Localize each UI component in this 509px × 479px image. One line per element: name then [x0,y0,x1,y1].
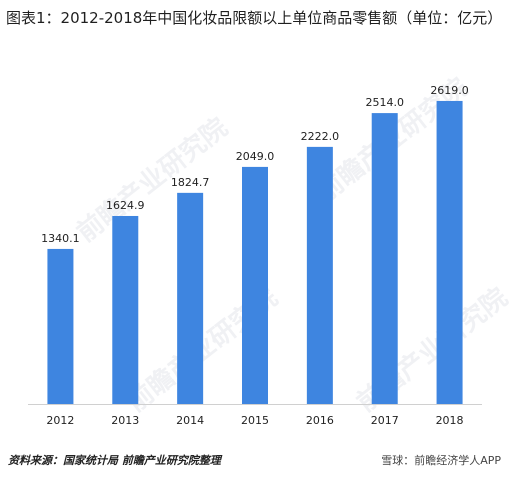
data-label-2012: 1340.1 [41,232,80,245]
x-tick-label-2018: 2018 [436,414,464,427]
bar-2017 [371,113,398,404]
x-tick-label-2013: 2013 [111,414,139,427]
x-tick-label-2015: 2015 [241,414,269,427]
x-tick-label-2017: 2017 [371,414,399,427]
data-label-2016: 2222.0 [301,130,340,143]
data-label-2018: 2619.0 [430,84,469,97]
data-label-2015: 2049.0 [236,150,275,163]
x-tick-label-2016: 2016 [306,414,334,427]
bar-2013 [112,215,139,404]
footer: 资料来源：国家统计局 前瞻产业研究院整理 雪球：前瞻经济学人APP [8,452,503,472]
bar-2016 [306,146,333,404]
data-label-2017: 2514.0 [365,96,404,109]
data-label-2014: 1824.7 [171,176,210,189]
x-tick-label-2012: 2012 [46,414,74,427]
data-label-2013: 1624.9 [106,199,145,212]
bar-2012 [47,248,74,404]
bar-2018 [436,100,463,405]
bar-2015 [242,166,268,404]
brand-credit: 雪球：前瞻经济学人APP [381,454,501,467]
chart-title: 图表1：2012-2018年中国化妆品限额以上单位商品零售额（单位：亿元） [6,9,503,27]
x-tick-label-2014: 2014 [176,414,204,427]
bar-chart: 1340.1 2012 1624.9 2013 1824.7 2014 2049.0 2015… [28,84,482,427]
bar-2014 [177,192,204,404]
source-note: 资料来源：国家统计局 前瞻产业研究院整理 [8,454,221,467]
